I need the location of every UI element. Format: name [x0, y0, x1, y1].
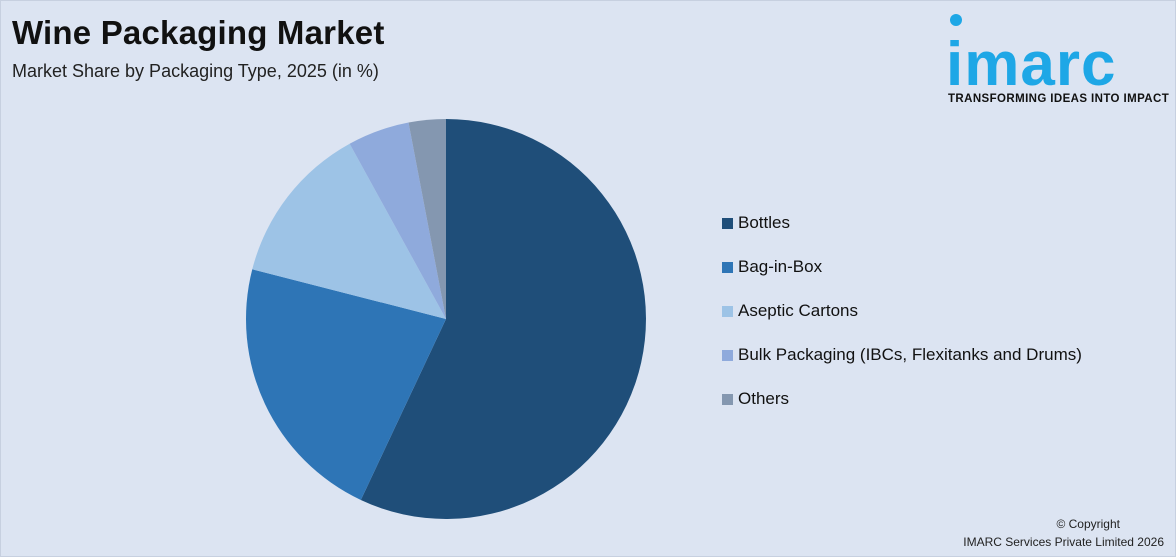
chart-legend: Bottles Bag-in-Box Aseptic Cartons Bulk Pac…: [722, 212, 1082, 432]
legend-label: Bottles: [738, 213, 790, 232]
legend-item: Bag-in-Box: [722, 256, 1082, 278]
legend-swatch: [722, 349, 733, 361]
logo-tagline: TRANSFORMING IDEAS INTO IMPACT: [948, 93, 1170, 105]
legend-item: Aseptic Cartons: [722, 300, 1082, 322]
pie-slice-bag-in-box: [245, 269, 446, 500]
pie-chart: [245, 119, 646, 519]
copyright-notice: © Copyright IMARC Services Private Limit…: [963, 515, 1164, 551]
chart-subtitle: Market Share by Packaging Type, 2025 (in…: [12, 61, 379, 81]
legend-item: Bulk Packaging (IBCs, Flexitanks and Dru…: [722, 344, 1082, 366]
copyright-line-1: © Copyright: [1056, 517, 1120, 531]
imarc-logo: imarc TRANSFORMING IDEAS INTO IMPACT: [944, 12, 1172, 112]
legend-swatch: [722, 305, 733, 317]
chart-title: Wine Packaging Market: [12, 14, 385, 51]
legend-swatch: [722, 393, 733, 405]
pie-slice-bottles: [360, 119, 646, 519]
legend-label: Bulk Packaging (IBCs, Flexitanks and Dru…: [738, 345, 1082, 364]
legend-item: Bottles: [722, 212, 1082, 234]
logo-wordmark: imarc: [946, 30, 1117, 99]
legend-swatch: [722, 217, 733, 229]
pie-slice-aseptic-cartons: [252, 143, 446, 319]
legend-item: Others: [722, 388, 1082, 410]
legend-label: Bag-in-Box: [738, 257, 823, 276]
pie-slice-bulk-packaging-ibcs-flexitanks-and-drums: [349, 122, 446, 319]
logo-dot: [950, 14, 962, 26]
legend-label: Others: [738, 389, 790, 408]
copyright-line-2: IMARC Services Private Limited 2026: [963, 535, 1164, 549]
legend-swatch: [722, 261, 733, 273]
pie-slice-others: [408, 119, 446, 319]
legend-label: Aseptic Cartons: [738, 301, 858, 320]
